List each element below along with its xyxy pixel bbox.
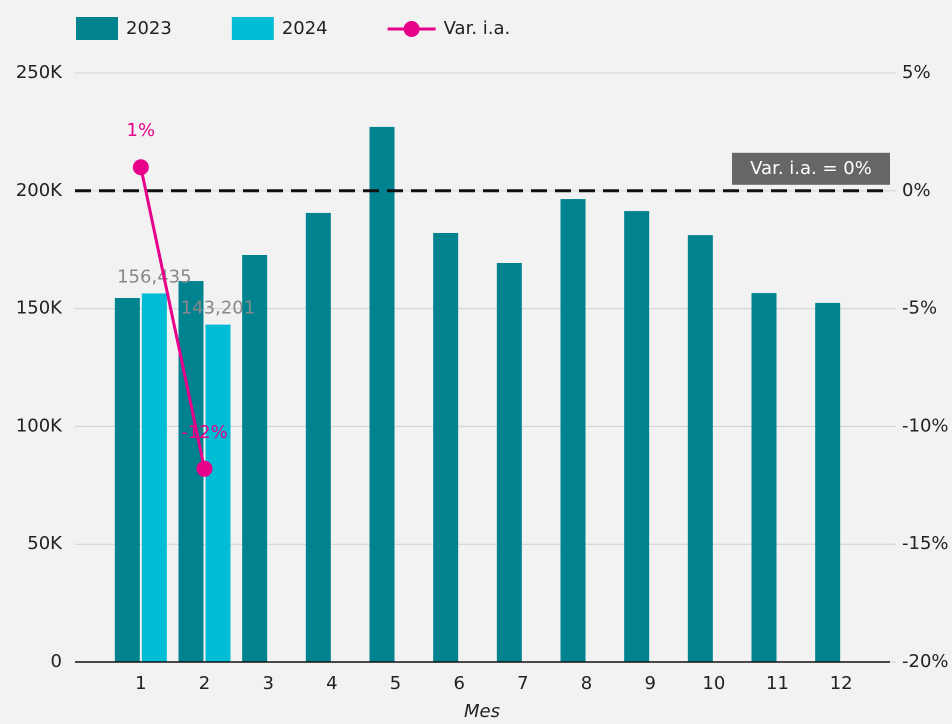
x-axis-title: Mes — [464, 701, 500, 722]
x-tick-label: 5 — [390, 673, 401, 694]
line-point — [132, 159, 149, 176]
bar-value-label: 156,435 — [117, 266, 191, 287]
y-tick-label: 150K — [16, 298, 63, 319]
y2-tick-label: -20% — [902, 651, 949, 672]
x-tick-label: 3 — [262, 673, 273, 694]
line-point — [196, 460, 213, 477]
y2-tick-label: -5% — [902, 298, 937, 319]
bar — [433, 232, 459, 662]
y-tick-label: 0 — [51, 651, 62, 672]
y2-tick-label: 5% — [902, 62, 931, 83]
bar — [624, 211, 650, 663]
y2-tick-label: -15% — [902, 533, 949, 554]
legend-label: Var. i.a. — [444, 18, 511, 39]
bar — [205, 324, 231, 662]
x-tick-label: 10 — [702, 673, 725, 694]
legend-label: 2023 — [126, 18, 172, 39]
x-tick-label: 7 — [517, 673, 528, 694]
x-tick-label: 11 — [766, 673, 789, 694]
bar — [560, 199, 586, 662]
bar — [687, 235, 713, 662]
reference-label-box — [732, 152, 890, 185]
y-tick-label: 100K — [16, 415, 63, 436]
bar — [141, 293, 167, 662]
legend-swatch — [76, 17, 118, 40]
legend-swatch — [231, 17, 274, 40]
x-tick-label: 8 — [581, 673, 592, 694]
x-tick-label: 4 — [326, 673, 337, 694]
y-tick-label: 200K — [16, 180, 63, 201]
bar — [496, 263, 522, 662]
bar-value-label: 143,201 — [181, 298, 255, 319]
x-tick-label: 6 — [453, 673, 464, 694]
line — [139, 166, 206, 470]
y2-tick-label: 0% — [902, 180, 931, 201]
y2-tick-label: -10% — [902, 415, 949, 436]
line-value-label: 1% — [127, 120, 156, 141]
legend-label: 2024 — [282, 18, 328, 39]
legend-marker — [403, 21, 420, 37]
x-tick-label: 12 — [830, 673, 853, 694]
bar — [815, 302, 841, 662]
y-tick-label: 50K — [27, 533, 63, 554]
bar — [114, 297, 140, 662]
x-tick-label: 2 — [199, 673, 210, 694]
bar — [751, 293, 777, 662]
reference-label: Var. i.a. = 0% — [750, 158, 872, 179]
x-tick-label: 9 — [644, 673, 655, 694]
x-tick-label: 1 — [135, 673, 146, 694]
bar — [369, 126, 395, 663]
line-value-label: -12% — [181, 422, 228, 443]
bar — [242, 255, 268, 662]
bar — [305, 212, 331, 662]
y-tick-label: 250K — [16, 62, 63, 83]
